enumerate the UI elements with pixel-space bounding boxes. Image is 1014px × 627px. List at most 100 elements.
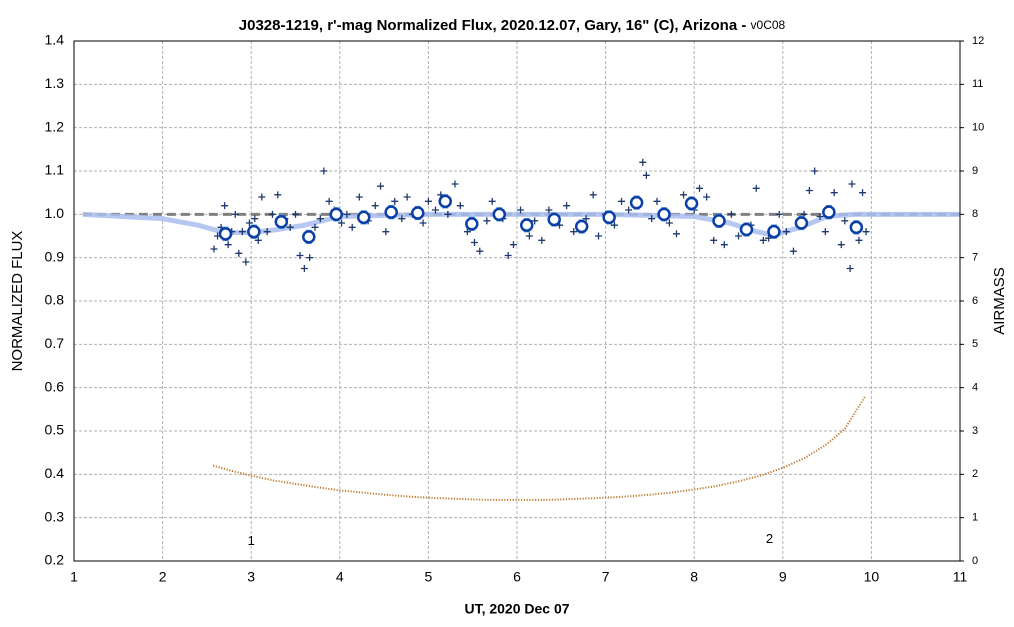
binned-point [218,227,233,241]
binned-point [465,217,479,231]
data-point [589,191,597,199]
y-tick-label: 1.0 [45,205,65,221]
y2-tick-label: 6 [972,295,978,307]
data-point [595,232,603,240]
x-tick-label: 5 [425,569,433,585]
data-point [821,228,829,236]
data-point [343,210,351,218]
binned-point [602,210,616,225]
x-tick-label: 3 [247,569,255,585]
y-tick-label: 1.2 [45,118,65,134]
y-tick-label: 1.1 [45,162,65,178]
data-point [855,236,863,244]
annotation: 1 [248,533,255,548]
y2-tick-label: 7 [972,252,978,264]
binned-point [684,196,699,211]
data-point [665,219,673,227]
data-point [296,252,304,259]
data-point [382,228,390,236]
y-tick-label: 0.7 [45,335,65,351]
data-point [306,254,314,262]
binned-point [629,195,644,210]
y2-tick-label: 2 [972,468,978,480]
annotation: 2 [766,531,773,546]
data-point [759,236,767,244]
data-point [727,210,735,218]
data-point [841,217,849,225]
data-point [263,228,271,236]
y2-tick-label: 4 [972,382,978,394]
binned-point [822,205,836,219]
data-point [782,228,790,236]
data-point [862,228,870,236]
binned-point [519,218,534,232]
data-point [545,206,553,214]
chart-title: J0328-1219, r'-mag Normalized Flux, 2020… [239,17,786,34]
data-point [582,215,590,223]
data-point [300,265,308,272]
data-point [316,215,324,223]
binned-point [657,207,671,222]
binned-point [492,207,507,222]
binned-point [411,206,425,220]
y2-tick-label: 0 [972,555,978,567]
data-point [789,247,797,255]
data-point [517,206,525,214]
data-point [355,193,363,201]
binned-point [767,224,781,239]
data-point [254,236,262,244]
data-point [816,213,824,220]
binned-point [247,224,261,239]
data-point [424,197,432,205]
data-point [311,223,319,231]
data-point [325,197,333,205]
data-point [672,230,680,238]
data-point [398,215,406,223]
y-tick-label: 0.9 [45,248,65,264]
data-point [625,206,633,214]
data-point [292,210,299,218]
y2-tick-label: 11 [972,78,983,90]
data-point [710,236,718,244]
data-point [431,206,439,214]
x-tick-label: 11 [953,569,968,585]
y-tick-label: 0.3 [45,508,65,524]
data-point [720,241,728,249]
data-point [444,210,452,218]
data-point [377,182,385,190]
data-point [570,228,578,236]
data-point [639,158,647,166]
data-point [618,197,626,205]
y-tick-label: 0.4 [45,465,65,481]
data-point [338,219,346,227]
x-tick-label: 8 [690,569,698,585]
data-point [775,210,783,218]
data-point [859,189,867,197]
data-point [696,184,704,192]
data-point [504,252,512,259]
y-tick-label: 1.3 [45,75,65,91]
y2-tick-label: 12 [972,35,984,47]
x-tick-label: 2 [159,569,167,585]
data-point [648,215,656,223]
data-point [848,180,856,188]
data-point [235,249,243,257]
data-point [419,219,427,227]
data-point [509,241,517,249]
data-point [488,197,496,205]
data-point [525,232,533,240]
data-point [610,221,618,229]
data-point [642,171,650,179]
data-point [563,202,571,210]
data-point [811,167,819,175]
data-point [221,202,229,210]
y2-axis-label: AIRMASS [991,267,1008,335]
y-tick-label: 0.2 [45,552,65,568]
x-axis-label: UT, 2020 Dec 07 [464,601,569,617]
x-tick-label: 4 [336,569,344,585]
data-point [251,215,259,223]
y2-tick-label: 5 [972,338,978,350]
x-tick-label: 10 [864,569,880,585]
binned-point [356,210,371,225]
